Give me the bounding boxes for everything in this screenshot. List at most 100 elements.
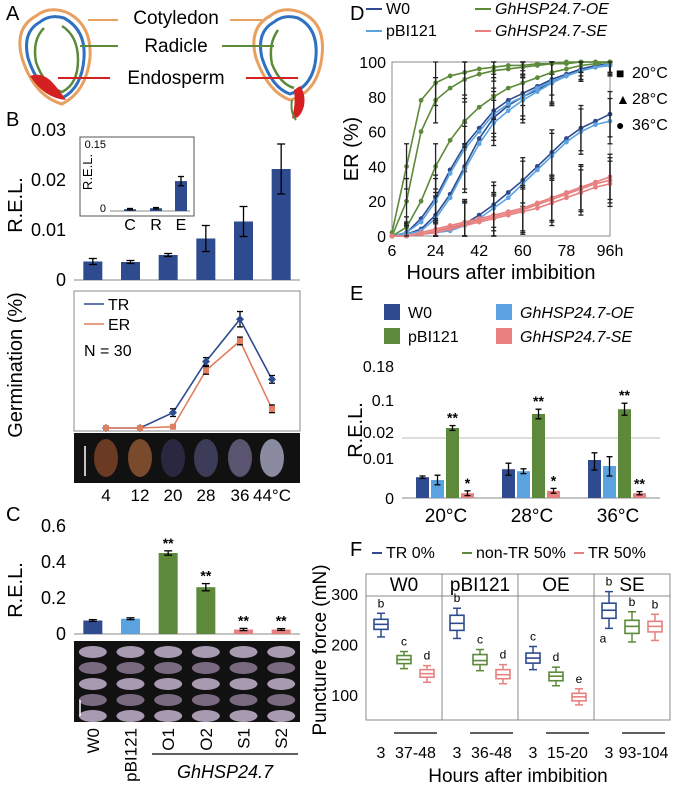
c-seed-photo-2-2 — [154, 678, 183, 690]
panel-label-a: A — [6, 3, 20, 25]
e-bar-1-3 — [547, 490, 560, 498]
e-ytick-top-2: 0.02 — [363, 425, 394, 442]
c-bar-S2 — [271, 629, 291, 634]
c-seed-photo-1-1 — [116, 662, 145, 674]
chart-b-bar: 0 0.01 0.02 0.03 R.E.L. — [5, 120, 300, 290]
c-xtick-pBI121: pBI121 — [122, 728, 141, 782]
d-ytick-60: 60 — [368, 125, 386, 142]
germ-xtick-1: 12 — [131, 486, 150, 505]
f-letter-1-0: b — [454, 591, 461, 605]
d-line-6 — [391, 61, 610, 233]
f-letter-0-0: b — [378, 596, 385, 610]
e-legend-label-1: GhHSP24.7-OE — [520, 305, 634, 322]
c-seed-photo-5-2 — [267, 678, 296, 690]
f-group-label-0: W0 — [390, 575, 419, 596]
e-ylabel: R.E.L. — [345, 402, 367, 458]
f-xtick-3-0: 3 — [605, 745, 614, 762]
d-temp-symbol-1: ▲ — [616, 91, 630, 107]
e-legend-swatch-0 — [384, 304, 400, 320]
e-bar-2-1 — [603, 466, 616, 498]
f-ytick-300: 300 — [331, 587, 358, 604]
panel-label-e: E — [350, 283, 363, 305]
d-point-6-2 — [418, 97, 424, 103]
b-bar-36 — [234, 221, 253, 280]
d-point-7-10 — [534, 63, 540, 68]
c-seed-photo-5-4 — [267, 710, 296, 722]
d-ytick-80: 80 — [368, 90, 386, 107]
c-ytick-2: 0.4 — [41, 552, 66, 572]
germ-point-ER-2 — [170, 423, 176, 430]
c-seed-photo-4-3 — [229, 694, 258, 706]
d-point-6-6 — [476, 66, 482, 72]
endosperm-label: Endosperm — [127, 68, 224, 89]
c-seed-photo-0-0 — [78, 646, 107, 658]
e-bar-0-2 — [446, 428, 459, 498]
f-legend-label-2: TR 50% — [588, 545, 646, 562]
e-legend-swatch-1 — [496, 304, 512, 320]
d-point-2-10 — [534, 164, 540, 169]
d-point-10-10 — [534, 202, 540, 208]
e-xtick-0: 20°C — [425, 506, 467, 527]
c-seed-photo-3-0 — [191, 646, 220, 658]
d-point-4-14 — [593, 64, 598, 70]
germ-line-ER — [106, 339, 273, 429]
germ-seed-photo-0 — [94, 439, 118, 477]
germ-xtick-3: 28 — [197, 486, 216, 505]
c-seed-photo-3-1 — [191, 662, 220, 674]
f-xtick-1-1: 36-48 — [471, 745, 512, 762]
e-ytick-bottom-0: 0.01 — [363, 451, 394, 468]
f-legend-label-1: non-TR 50% — [476, 545, 566, 562]
f-ytick-200: 200 — [331, 637, 358, 654]
e-bar-1-2 — [532, 414, 545, 498]
d-point-3-10 — [534, 85, 540, 91]
d-point-8-6 — [476, 104, 482, 110]
d-legend-label-2: pBI121 — [386, 23, 437, 40]
d-ytick-20: 20 — [368, 194, 386, 211]
c-seed-photo-0-2 — [78, 678, 107, 690]
c-seed-photo-3-3 — [191, 694, 220, 706]
d-line-11 — [392, 183, 611, 237]
panel-label-b: B — [6, 109, 19, 131]
d-point-10-12 — [564, 191, 569, 197]
d-point-2-6 — [476, 212, 482, 218]
e-stars-2-2: ** — [619, 387, 630, 403]
c-stars-O1: ** — [163, 535, 174, 551]
e-xtick-1: 28°C — [511, 506, 553, 527]
d-point-5-8 — [505, 195, 511, 201]
d-legend-label-1: GhHSP24.7-OE — [495, 1, 609, 18]
d-line-9 — [392, 176, 611, 237]
panel-label-f: F — [350, 539, 362, 561]
e-stars-1-2: ** — [533, 393, 544, 409]
e-legend-label-2: pBI121 — [408, 329, 459, 346]
f-letter-2-2: e — [576, 672, 583, 686]
d-line-4 — [391, 64, 611, 237]
b-ylabel: R.E.L. — [5, 177, 27, 233]
d-point-11-8 — [505, 212, 511, 218]
d-point-7-8 — [505, 66, 511, 72]
d-point-8-14 — [593, 61, 598, 67]
germ-seed-photo-5 — [260, 439, 284, 477]
e-ytick-top-0: 0.18 — [363, 359, 394, 376]
d-temp-label-1: 28°C — [632, 91, 668, 108]
d-point-4-4 — [447, 195, 453, 201]
d-xtick-78: 78 — [558, 243, 576, 260]
germ-xtick-0: 4 — [101, 486, 110, 505]
c-group-label: GhHSP24.7 — [177, 762, 274, 782]
f-letter-3-1: b — [629, 595, 636, 609]
f-letter-2-0: c — [530, 629, 536, 643]
f-ytick-100: 100 — [331, 688, 358, 705]
radicle-label: Radicle — [144, 36, 207, 57]
d-xtick-96h: 96h — [597, 243, 624, 260]
d-ytick-100: 100 — [359, 55, 386, 72]
germ-point-ER-4 — [237, 337, 243, 344]
d-xtick-42: 42 — [470, 243, 488, 260]
d-point-5-14 — [593, 122, 598, 128]
germ-ylabel: Germination (%) — [5, 292, 27, 438]
c-ytick-3: 0.6 — [41, 516, 66, 536]
d-point-8-2 — [418, 198, 424, 204]
d-line-7 — [391, 61, 610, 237]
d-xtick-24: 24 — [427, 243, 445, 260]
d-ytick-0: 0 — [377, 229, 386, 246]
d-point-2-14 — [593, 118, 598, 124]
